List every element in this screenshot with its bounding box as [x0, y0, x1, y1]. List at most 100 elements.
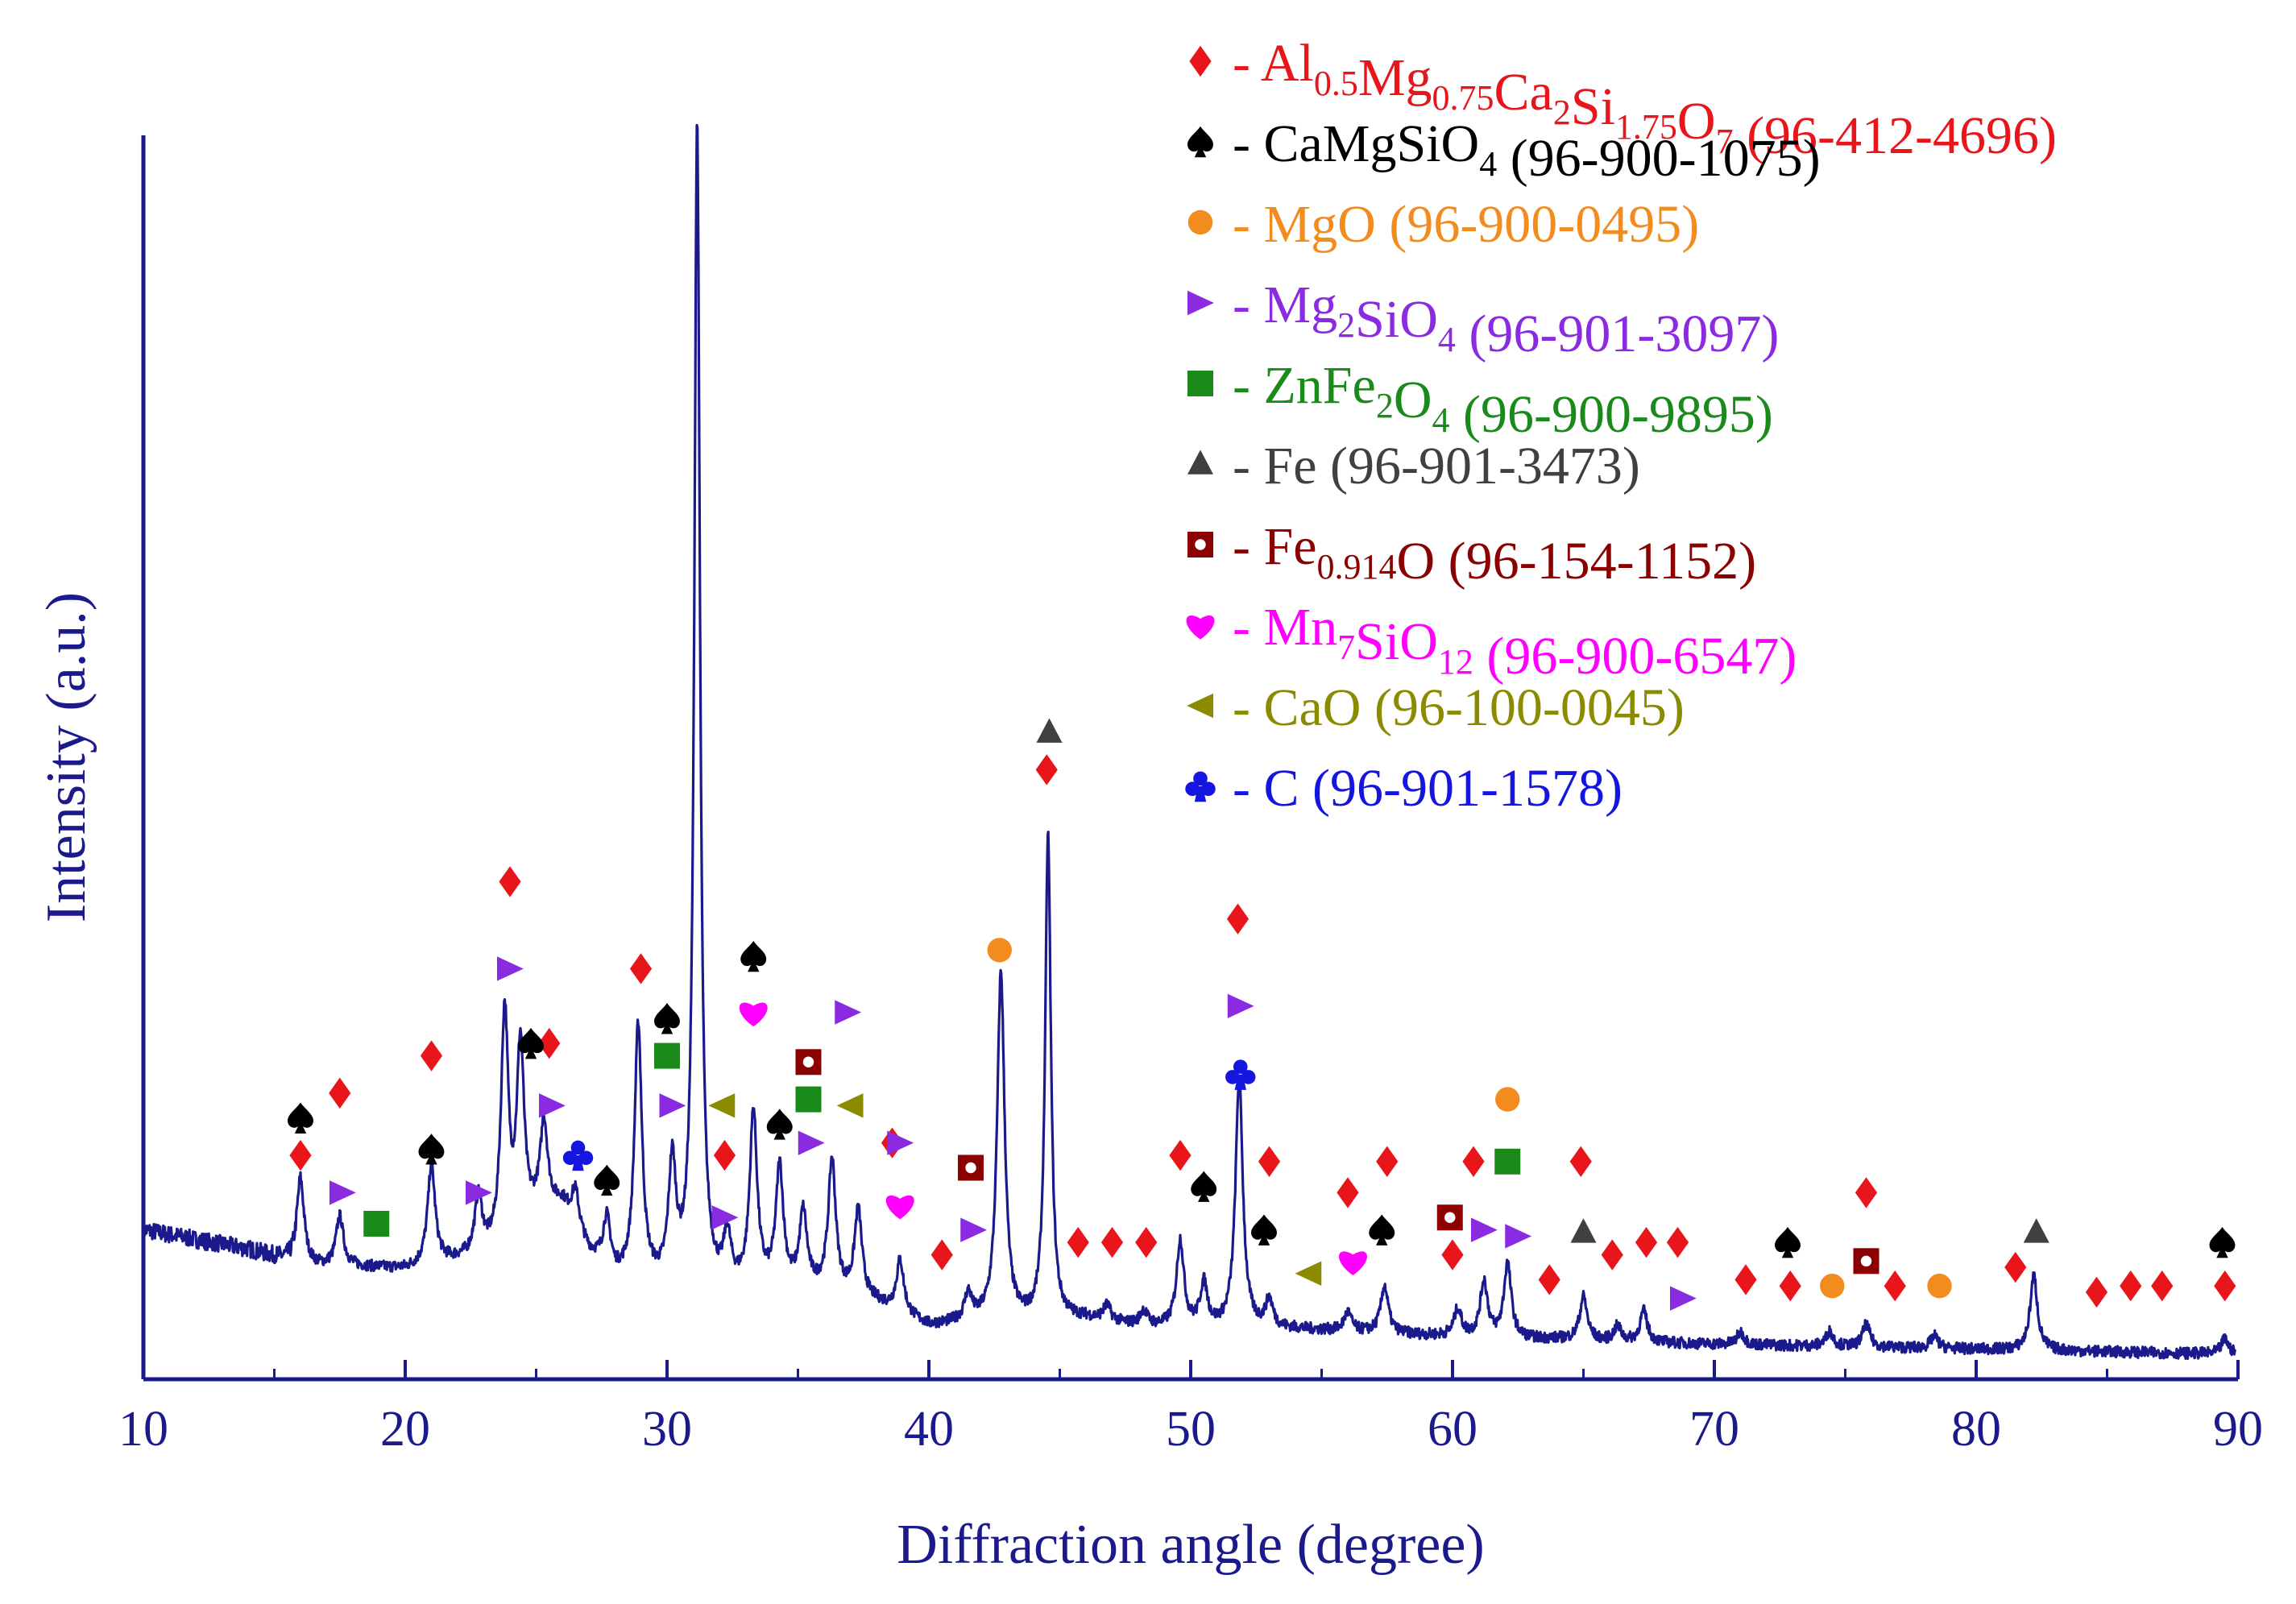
legend-symbol-c: [1185, 771, 1216, 802]
peak-marker-al: [1135, 1226, 1158, 1258]
peak-marker-znfe2o4: [795, 1086, 822, 1113]
legend-symbol-camgsio4: [1187, 126, 1213, 158]
peak-marker-mgo: [1495, 1087, 1520, 1112]
peak-marker-znfe2o4: [363, 1211, 390, 1237]
peak-marker-camgsio4: [766, 1109, 793, 1140]
peak-marker-al: [1666, 1226, 1689, 1258]
peak-marker-feo: [958, 1154, 984, 1181]
peak-marker-camgsio4: [1251, 1214, 1277, 1245]
peak-marker-al: [1569, 1146, 1592, 1177]
peak-marker-camgsio4: [418, 1134, 445, 1165]
peak-marker-camgsio4: [1191, 1171, 1217, 1202]
legend-label-c: - C (96-901-1578): [1233, 759, 1623, 818]
peak-marker-al: [329, 1077, 351, 1109]
peak-marker-mg2sio4: [1670, 1286, 1697, 1311]
peak-marker-al: [2085, 1276, 2108, 1308]
peak-marker-al: [1376, 1146, 1399, 1177]
peak-marker-znfe2o4: [1494, 1148, 1521, 1175]
peak-marker-camgsio4: [1369, 1214, 1395, 1245]
peak-marker-mg2sio4: [711, 1205, 739, 1230]
x-tick-label: 30: [642, 1402, 692, 1457]
peak-marker-mn7sio12: [1339, 1251, 1367, 1275]
peak-marker-al: [1855, 1177, 1878, 1208]
peak-marker-al: [713, 1139, 736, 1171]
legend-symbol-feo: [1187, 532, 1213, 557]
legend-label-al: - Al0.5Mg0.75Ca2Si1.75O7 (96-412-4696): [1233, 34, 2057, 165]
peak-marker-al: [1226, 903, 1250, 935]
peak-marker-camgsio4: [594, 1164, 620, 1196]
peak-marker-mgo: [1927, 1274, 1952, 1299]
peak-marker-al: [1779, 1270, 1801, 1302]
peak-marker-al: [289, 1139, 312, 1171]
peak-marker-al: [420, 1040, 443, 1071]
peak-marker-al: [1258, 1146, 1281, 1177]
peak-marker-camgsio4: [518, 1027, 544, 1059]
peak-marker-al: [1337, 1177, 1359, 1208]
peak-marker-mn7sio12: [739, 1002, 768, 1027]
peak-marker-al: [1169, 1139, 1192, 1171]
x-ticks: 10 20 30 40 50 60 70 80 90: [118, 1360, 2263, 1457]
x-tick-label: 40: [904, 1402, 954, 1457]
xrd-pattern-line: [142, 123, 2237, 1361]
peak-marker-camgsio4: [654, 1003, 680, 1034]
peak-marker-mg2sio4: [887, 1130, 914, 1155]
legend-symbol-cao: [1187, 693, 1213, 719]
peak-marker-al: [1441, 1239, 1464, 1270]
plot-area: [142, 123, 2237, 1361]
legend-label-fe: - Fe (96-901-3473): [1233, 437, 1640, 495]
peak-marker-cao: [1295, 1261, 1322, 1286]
peak-marker-feo: [1436, 1204, 1463, 1231]
peak-marker-mg2sio4: [466, 1180, 492, 1205]
peak-marker-al: [1601, 1239, 1623, 1270]
peak-marker-feo: [795, 1049, 822, 1076]
x-tick-label: 10: [118, 1402, 168, 1457]
peak-marker-camgsio4: [288, 1102, 313, 1134]
legend-symbol-mg2sio4: [1187, 290, 1214, 316]
legend-label-mgo: - MgO (96-900-0495): [1233, 195, 1699, 254]
x-tick-label: 60: [1428, 1402, 1477, 1457]
peak-marker-al: [2214, 1270, 2236, 1302]
peak-marker-mg2sio4: [960, 1217, 988, 1242]
legend-label-mn7sio12: - Mn7SiO12 (96-900-6547): [1233, 598, 1797, 686]
peak-marker-mn7sio12: [885, 1195, 914, 1220]
x-tick-label: 90: [2213, 1402, 2263, 1457]
peak-marker-fe: [2023, 1218, 2049, 1243]
peak-marker-al: [930, 1239, 953, 1270]
peak-marker-al: [2120, 1270, 2142, 1302]
x-tick-label: 20: [380, 1402, 430, 1457]
peak-marker-znfe2o4: [654, 1042, 680, 1069]
peak-marker-cao: [708, 1093, 736, 1118]
x-axis-title: Diffraction angle (degree): [897, 1514, 1484, 1576]
peak-marker-al: [629, 953, 653, 984]
peak-marker-al: [1734, 1264, 1757, 1295]
peak-marker-al: [1035, 754, 1058, 785]
peak-marker-al: [1884, 1270, 1906, 1302]
legend-label-mg2sio4: - Mg2SiO4 (96-901-3097): [1233, 276, 1779, 363]
phase-markers: [288, 718, 2236, 1311]
axes: 10 20 30 40 50 60 70 80 90: [118, 135, 2263, 1457]
peak-marker-mg2sio4: [329, 1180, 356, 1205]
legend-symbol-znfe2o4: [1187, 371, 1213, 396]
peak-marker-fe: [1570, 1218, 1597, 1243]
peak-marker-mg2sio4: [497, 956, 524, 981]
peak-marker-cao: [836, 1093, 864, 1118]
peak-marker-al: [1100, 1226, 1124, 1258]
peak-marker-mg2sio4: [835, 1000, 862, 1025]
peak-marker-mgo: [987, 938, 1012, 963]
peak-marker-mg2sio4: [1227, 993, 1254, 1018]
peak-marker-c: [1225, 1059, 1256, 1090]
legend: - Al0.5Mg0.75Ca2Si1.75O7 (96-412-4696) - …: [1185, 34, 2057, 818]
legend-label-cao: - CaO (96-100-0045): [1233, 678, 1685, 737]
peak-marker-feo: [1853, 1248, 1879, 1274]
peak-marker-al: [499, 866, 521, 897]
x-tick-label: 80: [1951, 1402, 2001, 1457]
peak-marker-fe: [1036, 718, 1063, 743]
peak-marker-al: [538, 1027, 561, 1059]
peak-marker-mgo: [1820, 1274, 1845, 1299]
peak-marker-mg2sio4: [1471, 1217, 1498, 1242]
legend-symbol-mn7sio12: [1186, 615, 1215, 640]
legend-symbol-fe: [1187, 450, 1213, 475]
peak-marker-c: [562, 1140, 594, 1171]
peak-marker-camgsio4: [2209, 1226, 2236, 1258]
